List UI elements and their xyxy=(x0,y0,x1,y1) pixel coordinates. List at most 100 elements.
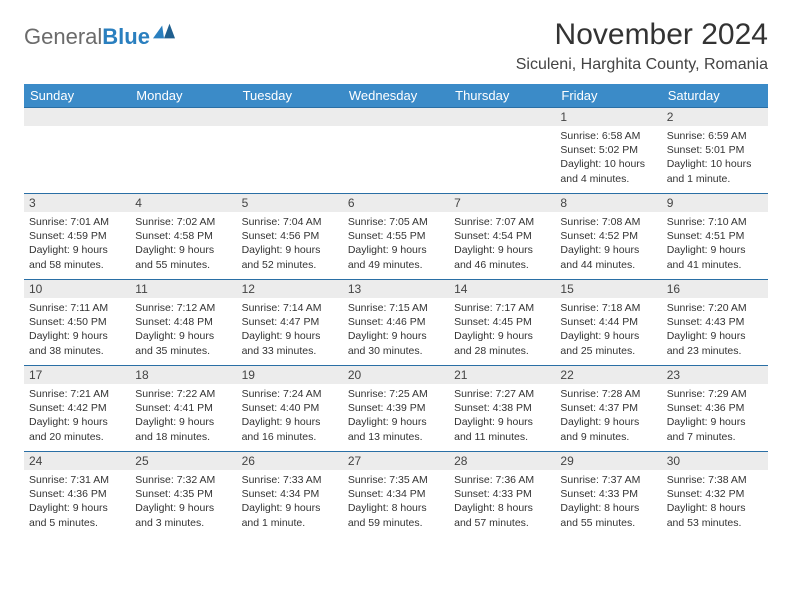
day-details: Sunrise: 7:35 AMSunset: 4:34 PMDaylight:… xyxy=(343,470,449,534)
day-details: Sunrise: 7:22 AMSunset: 4:41 PMDaylight:… xyxy=(130,384,236,448)
weekday-header: Wednesday xyxy=(343,84,449,108)
day-number: 19 xyxy=(237,366,343,384)
calendar-day-cell xyxy=(449,108,555,194)
day-details: Sunrise: 7:37 AMSunset: 4:33 PMDaylight:… xyxy=(555,470,661,534)
day-number: 14 xyxy=(449,280,555,298)
day-number: 30 xyxy=(662,452,768,470)
day-details: Sunrise: 7:27 AMSunset: 4:38 PMDaylight:… xyxy=(449,384,555,448)
day-number-empty xyxy=(449,108,555,126)
calendar-day-cell: 2Sunrise: 6:59 AMSunset: 5:01 PMDaylight… xyxy=(662,108,768,194)
calendar-day-cell: 19Sunrise: 7:24 AMSunset: 4:40 PMDayligh… xyxy=(237,366,343,452)
day-number: 18 xyxy=(130,366,236,384)
day-details: Sunrise: 7:28 AMSunset: 4:37 PMDaylight:… xyxy=(555,384,661,448)
weekday-header: Saturday xyxy=(662,84,768,108)
calendar-day-cell xyxy=(343,108,449,194)
day-details: Sunrise: 7:02 AMSunset: 4:58 PMDaylight:… xyxy=(130,212,236,276)
weekday-header: Sunday xyxy=(24,84,130,108)
calendar-day-cell: 5Sunrise: 7:04 AMSunset: 4:56 PMDaylight… xyxy=(237,194,343,280)
calendar-day-cell: 27Sunrise: 7:35 AMSunset: 4:34 PMDayligh… xyxy=(343,452,449,538)
calendar-day-cell: 17Sunrise: 7:21 AMSunset: 4:42 PMDayligh… xyxy=(24,366,130,452)
day-number: 2 xyxy=(662,108,768,126)
month-title: November 2024 xyxy=(516,18,768,52)
calendar-day-cell: 23Sunrise: 7:29 AMSunset: 4:36 PMDayligh… xyxy=(662,366,768,452)
calendar-day-cell: 7Sunrise: 7:07 AMSunset: 4:54 PMDaylight… xyxy=(449,194,555,280)
calendar-week-row: 24Sunrise: 7:31 AMSunset: 4:36 PMDayligh… xyxy=(24,452,768,538)
day-number: 21 xyxy=(449,366,555,384)
day-details: Sunrise: 7:07 AMSunset: 4:54 PMDaylight:… xyxy=(449,212,555,276)
logo-text-general: General xyxy=(24,24,102,50)
calendar-week-row: 1Sunrise: 6:58 AMSunset: 5:02 PMDaylight… xyxy=(24,108,768,194)
day-details: Sunrise: 7:08 AMSunset: 4:52 PMDaylight:… xyxy=(555,212,661,276)
day-number: 20 xyxy=(343,366,449,384)
day-details: Sunrise: 7:11 AMSunset: 4:50 PMDaylight:… xyxy=(24,298,130,362)
calendar-day-cell: 13Sunrise: 7:15 AMSunset: 4:46 PMDayligh… xyxy=(343,280,449,366)
calendar-day-cell: 28Sunrise: 7:36 AMSunset: 4:33 PMDayligh… xyxy=(449,452,555,538)
calendar-day-cell: 18Sunrise: 7:22 AMSunset: 4:41 PMDayligh… xyxy=(130,366,236,452)
day-details: Sunrise: 7:04 AMSunset: 4:56 PMDaylight:… xyxy=(237,212,343,276)
calendar-day-cell: 30Sunrise: 7:38 AMSunset: 4:32 PMDayligh… xyxy=(662,452,768,538)
day-number: 4 xyxy=(130,194,236,212)
calendar-day-cell: 25Sunrise: 7:32 AMSunset: 4:35 PMDayligh… xyxy=(130,452,236,538)
calendar-day-cell xyxy=(237,108,343,194)
calendar-day-cell: 4Sunrise: 7:02 AMSunset: 4:58 PMDaylight… xyxy=(130,194,236,280)
day-details: Sunrise: 7:05 AMSunset: 4:55 PMDaylight:… xyxy=(343,212,449,276)
calendar-day-cell: 21Sunrise: 7:27 AMSunset: 4:38 PMDayligh… xyxy=(449,366,555,452)
day-number: 16 xyxy=(662,280,768,298)
day-details: Sunrise: 7:10 AMSunset: 4:51 PMDaylight:… xyxy=(662,212,768,276)
calendar-day-cell: 24Sunrise: 7:31 AMSunset: 4:36 PMDayligh… xyxy=(24,452,130,538)
day-number: 13 xyxy=(343,280,449,298)
calendar-day-cell: 1Sunrise: 6:58 AMSunset: 5:02 PMDaylight… xyxy=(555,108,661,194)
day-number: 6 xyxy=(343,194,449,212)
day-details: Sunrise: 7:29 AMSunset: 4:36 PMDaylight:… xyxy=(662,384,768,448)
day-number: 29 xyxy=(555,452,661,470)
calendar-day-cell: 3Sunrise: 7:01 AMSunset: 4:59 PMDaylight… xyxy=(24,194,130,280)
day-details: Sunrise: 7:33 AMSunset: 4:34 PMDaylight:… xyxy=(237,470,343,534)
header: GeneralBlue November 2024 Siculeni, Harg… xyxy=(24,18,768,80)
weekday-header: Monday xyxy=(130,84,236,108)
calendar-day-cell: 29Sunrise: 7:37 AMSunset: 4:33 PMDayligh… xyxy=(555,452,661,538)
calendar-day-cell: 8Sunrise: 7:08 AMSunset: 4:52 PMDaylight… xyxy=(555,194,661,280)
day-number: 9 xyxy=(662,194,768,212)
day-details: Sunrise: 7:01 AMSunset: 4:59 PMDaylight:… xyxy=(24,212,130,276)
logo-text-blue: Blue xyxy=(102,24,150,50)
calendar-body: 1Sunrise: 6:58 AMSunset: 5:02 PMDaylight… xyxy=(24,108,768,538)
day-details: Sunrise: 7:14 AMSunset: 4:47 PMDaylight:… xyxy=(237,298,343,362)
calendar-day-cell: 26Sunrise: 7:33 AMSunset: 4:34 PMDayligh… xyxy=(237,452,343,538)
calendar-day-cell: 9Sunrise: 7:10 AMSunset: 4:51 PMDaylight… xyxy=(662,194,768,280)
logo-icon xyxy=(153,23,175,39)
day-number: 12 xyxy=(237,280,343,298)
calendar-week-row: 10Sunrise: 7:11 AMSunset: 4:50 PMDayligh… xyxy=(24,280,768,366)
day-details: Sunrise: 7:32 AMSunset: 4:35 PMDaylight:… xyxy=(130,470,236,534)
calendar-day-cell: 16Sunrise: 7:20 AMSunset: 4:43 PMDayligh… xyxy=(662,280,768,366)
day-details: Sunrise: 7:20 AMSunset: 4:43 PMDaylight:… xyxy=(662,298,768,362)
day-number: 5 xyxy=(237,194,343,212)
calendar-week-row: 3Sunrise: 7:01 AMSunset: 4:59 PMDaylight… xyxy=(24,194,768,280)
day-number: 3 xyxy=(24,194,130,212)
day-number: 23 xyxy=(662,366,768,384)
calendar-day-cell: 22Sunrise: 7:28 AMSunset: 4:37 PMDayligh… xyxy=(555,366,661,452)
calendar-day-cell xyxy=(130,108,236,194)
calendar-day-cell: 12Sunrise: 7:14 AMSunset: 4:47 PMDayligh… xyxy=(237,280,343,366)
day-details: Sunrise: 7:31 AMSunset: 4:36 PMDaylight:… xyxy=(24,470,130,534)
day-number: 26 xyxy=(237,452,343,470)
weekday-header: Tuesday xyxy=(237,84,343,108)
weekday-header: Thursday xyxy=(449,84,555,108)
day-details: Sunrise: 6:59 AMSunset: 5:01 PMDaylight:… xyxy=(662,126,768,190)
day-details: Sunrise: 7:17 AMSunset: 4:45 PMDaylight:… xyxy=(449,298,555,362)
day-number-empty xyxy=(24,108,130,126)
day-details: Sunrise: 7:38 AMSunset: 4:32 PMDaylight:… xyxy=(662,470,768,534)
day-number: 25 xyxy=(130,452,236,470)
day-number: 24 xyxy=(24,452,130,470)
calendar-table: SundayMondayTuesdayWednesdayThursdayFrid… xyxy=(24,84,768,538)
day-number-empty xyxy=(237,108,343,126)
weekday-header-row: SundayMondayTuesdayWednesdayThursdayFrid… xyxy=(24,84,768,108)
weekday-header: Friday xyxy=(555,84,661,108)
day-details: Sunrise: 7:21 AMSunset: 4:42 PMDaylight:… xyxy=(24,384,130,448)
day-number: 8 xyxy=(555,194,661,212)
day-number-empty xyxy=(130,108,236,126)
day-number: 27 xyxy=(343,452,449,470)
day-details: Sunrise: 6:58 AMSunset: 5:02 PMDaylight:… xyxy=(555,126,661,190)
location: Siculeni, Harghita County, Romania xyxy=(516,56,768,74)
logo: GeneralBlue xyxy=(24,24,175,50)
calendar-day-cell: 14Sunrise: 7:17 AMSunset: 4:45 PMDayligh… xyxy=(449,280,555,366)
